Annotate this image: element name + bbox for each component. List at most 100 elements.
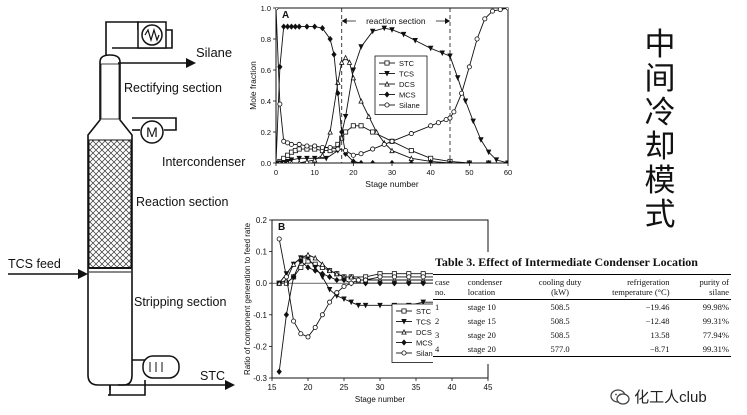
data-point-mcs [334,276,340,284]
y-axis-label: Mole fraction [248,61,258,110]
intercondenser-loop [132,117,177,131]
x-tick-label: 50 [465,168,473,177]
y-tick-label: -0.2 [253,342,267,351]
reaction-arrow-head [445,18,450,24]
data-point-mcs [335,90,341,97]
cell-duty: 508.5 [550,330,570,340]
header-case: case no. [433,274,466,300]
y-tick-label: 0.4 [261,97,271,106]
cell-duty: 508.5 [550,302,570,312]
data-point-silane [497,8,503,13]
data-point-silane [451,109,457,115]
data-point-dcs [312,254,318,261]
legend-label-tcs: TCS [399,70,414,79]
x-tick-label: 40 [426,168,434,177]
data-point-mcs [284,23,291,30]
watermark: 化工人club [610,386,707,407]
y-tick-label: 0.6 [261,66,271,75]
cell-purity: 99.31% [702,316,729,326]
x-tick-label: 45 [484,383,493,392]
cell-duty: 508.5 [550,316,570,326]
legend-marker-mcs [384,91,390,98]
data-point-silane [327,299,333,305]
data-point-silane [343,148,349,154]
data-point-tcs [369,28,376,35]
legend-label-silane: Silane [399,101,420,110]
data-point-tcs [323,155,330,162]
data-point-tcs [439,50,446,56]
data-point-tcs [454,75,461,81]
legend-marker-mcs [401,339,407,346]
data-point-dcs [297,160,301,163]
data-point-tcs [358,44,364,50]
legend-label-dcs: DCS [416,328,432,337]
label-silane: Silane [196,45,232,60]
data-point-stc [358,123,364,129]
data-point-silane [291,318,297,324]
data-point-dcs [366,113,372,119]
cell-case: 2 [435,316,440,326]
data-point-silane [358,151,364,157]
y-tick-label: -0.3 [253,374,267,383]
data-point-dcs [326,267,333,274]
cell-purity: 99.31% [671,342,731,357]
data-point-dcs [290,261,297,267]
data-point-silane [298,331,304,337]
y-tick-label: 1.0 [261,4,271,13]
data-point-tcs [478,137,484,143]
condenser-location-table-panel: Table 3. Effect of Intermediate Condense… [433,252,733,364]
data-point-mcs [447,159,453,163]
data-point-mcs [288,23,295,30]
tcs-feed-arrow [8,269,88,279]
data-point-silane [277,101,283,107]
data-point-mcs [428,159,434,163]
cell-duty: 577.0 [529,342,591,357]
x-tick-label: 20 [304,383,313,392]
data-point-dcs [389,147,395,154]
data-point-silane [428,123,434,129]
data-point-silane [377,274,383,280]
legend-marker-tcs [384,71,390,77]
data-point-mcs [327,35,333,43]
data-point-silane [319,312,325,318]
data-point-mcs [466,159,472,163]
data-point-tcs [348,299,354,306]
legend-label-tcs: TCS [416,318,431,327]
data-point-tcs [377,302,383,309]
data-point-silane [408,131,414,137]
data-point-mcs [326,273,333,281]
data-point-dcs [319,261,326,267]
header-location: condenser location [465,274,530,300]
title-char: 冷 [644,95,676,131]
data-point-tcs [341,296,347,302]
data-point-silane [341,283,347,289]
label-intercondenser: Intercondenser [162,155,245,169]
legend-label-stc: STC [399,59,415,68]
data-point-tcs [470,118,476,125]
header-purity: purity of silane [671,274,731,300]
x-tick-label: 10 [310,168,318,177]
data-point-tcs [326,287,333,293]
x-tick-label: 35 [412,383,421,392]
table-row: 3 stage 20 508.5 13.58 77.94% [433,328,731,342]
label-stripping: Stripping section [134,295,226,309]
condenser-location-table: case no. condenser location cooling duty (k… [433,274,731,357]
legend-label-mcs: MCS [399,91,416,100]
data-point-mcs [276,159,279,163]
title-char: 却 [644,129,676,165]
legend-label-silane: Silane [416,349,437,358]
mole-fraction-chart: 0 10 20 30 40 50 60 0.0 0.2 0.4 0.6 0.8 1.0 Stage num… [248,4,512,189]
data-point-silane [355,277,361,283]
condenser-icon [137,21,167,49]
data-point-silane [389,138,395,144]
legend-marker-silane [384,102,390,108]
annotation-bg [355,15,436,27]
x-tick-label: 30 [388,168,396,177]
data-point-mcs [505,159,508,163]
data-point-mcs [298,257,304,265]
intercondenser-symbol: M [146,124,158,140]
data-point-silane [363,277,369,283]
cell-case: 1 [435,302,440,312]
data-point-stc [285,152,291,158]
